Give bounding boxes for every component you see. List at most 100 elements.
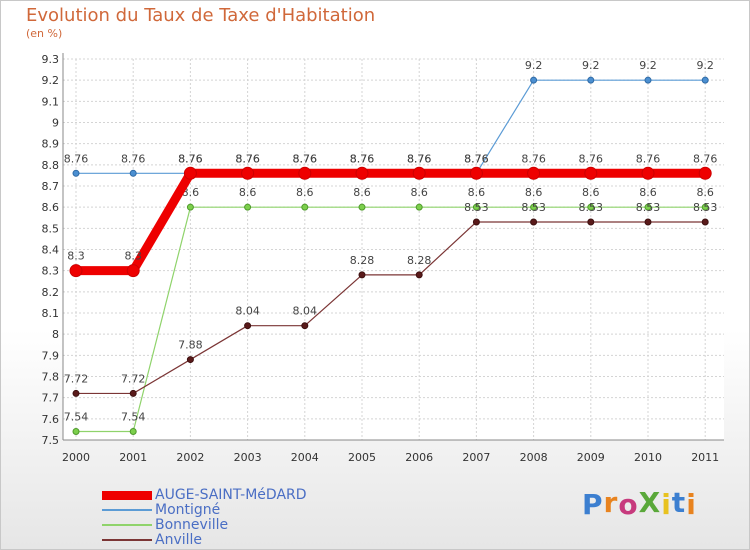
data-point bbox=[72, 389, 80, 397]
data-label: 7.72 bbox=[64, 372, 89, 385]
data-point bbox=[412, 166, 426, 180]
data-label: 7.72 bbox=[121, 372, 146, 385]
x-tick-label: 2010 bbox=[634, 451, 662, 464]
data-point bbox=[301, 203, 309, 211]
data-point bbox=[644, 218, 652, 226]
data-point bbox=[186, 203, 194, 211]
data-label: 8.04 bbox=[235, 305, 260, 318]
legend-swatch bbox=[102, 509, 152, 511]
data-label: 8.28 bbox=[350, 254, 375, 267]
legend-label: Montigné bbox=[155, 502, 221, 518]
series-line bbox=[76, 168, 706, 276]
data-point bbox=[298, 166, 312, 180]
data-label: 7.88 bbox=[178, 339, 203, 352]
data-label: 8.6 bbox=[468, 186, 486, 199]
data-point bbox=[129, 389, 137, 397]
y-tick-label: 9 bbox=[52, 117, 59, 130]
data-label: 8.53 bbox=[521, 201, 546, 214]
series-line bbox=[76, 221, 706, 395]
y-tick-label: 8.3 bbox=[42, 265, 60, 278]
data-label: 9.2 bbox=[639, 59, 657, 72]
data-label: 8.76 bbox=[178, 152, 203, 165]
data-label: 8.76 bbox=[636, 152, 661, 165]
data-label: 8.76 bbox=[121, 152, 146, 165]
y-tick-label: 8.6 bbox=[42, 201, 60, 214]
data-point bbox=[644, 203, 652, 211]
data-point bbox=[527, 166, 541, 180]
plot-area bbox=[63, 59, 724, 440]
x-tick-label: 2007 bbox=[462, 451, 490, 464]
y-tick-label: 7.5 bbox=[42, 434, 60, 447]
data-label: 8.53 bbox=[693, 201, 718, 214]
data-point bbox=[244, 322, 252, 330]
data-label: 8.76 bbox=[235, 152, 260, 165]
data-label: 8.76 bbox=[64, 152, 89, 165]
y-tick-label: 8.5 bbox=[42, 222, 60, 235]
legend-swatch bbox=[102, 490, 152, 500]
data-label: 8.76 bbox=[350, 152, 375, 165]
x-tick-label: 2009 bbox=[577, 451, 605, 464]
data-label: 8.53 bbox=[464, 201, 489, 214]
data-label: 7.54 bbox=[64, 411, 89, 424]
data-point bbox=[129, 169, 137, 177]
data-point bbox=[186, 356, 194, 364]
data-label: 8.76 bbox=[350, 152, 375, 165]
series-auge-saint-m-dard: 8.3 8.3 8.76 8.76 8.76 8.76 8.76 8.76 8.76 8.76 8.… bbox=[67, 152, 718, 278]
data-label: 8.04 bbox=[293, 305, 318, 318]
y-tick-label: 8.7 bbox=[42, 180, 60, 193]
y-tick-label: 9.1 bbox=[42, 95, 60, 108]
x-tick-label: 2006 bbox=[405, 451, 433, 464]
data-point bbox=[587, 76, 595, 84]
y-tick-label: 7.7 bbox=[42, 392, 60, 405]
legend-item: Montigné bbox=[102, 502, 220, 518]
data-point bbox=[587, 203, 595, 211]
chart-subtitle: (en %) bbox=[26, 27, 63, 40]
data-point bbox=[126, 264, 140, 278]
legend-swatch bbox=[102, 524, 152, 526]
data-point bbox=[72, 428, 80, 436]
data-label: 8.76 bbox=[693, 152, 718, 165]
data-point bbox=[358, 271, 366, 279]
data-point bbox=[244, 203, 252, 211]
y-tick-label: 7.8 bbox=[42, 371, 60, 384]
data-label: 8.53 bbox=[636, 201, 661, 214]
data-point bbox=[355, 166, 369, 180]
data-label: 8.76 bbox=[235, 152, 260, 165]
data-label: 8.76 bbox=[407, 152, 432, 165]
y-tick-label: 8 bbox=[52, 328, 59, 341]
data-point bbox=[241, 166, 255, 180]
data-point bbox=[472, 218, 480, 226]
data-label: 8.76 bbox=[178, 152, 203, 165]
data-label: 7.54 bbox=[121, 411, 146, 424]
data-label: 8.76 bbox=[464, 152, 489, 165]
data-point bbox=[530, 76, 538, 84]
data-point bbox=[644, 76, 652, 84]
data-point bbox=[129, 428, 137, 436]
y-tick-label: 9.3 bbox=[42, 53, 60, 66]
data-label: 8.76 bbox=[464, 152, 489, 165]
y-tick-label: 7.6 bbox=[42, 413, 60, 426]
data-label: 8.53 bbox=[579, 201, 604, 214]
data-point bbox=[641, 166, 655, 180]
data-label: 8.6 bbox=[296, 186, 314, 199]
y-tick-label: 9.2 bbox=[42, 74, 60, 87]
series-line bbox=[76, 206, 706, 433]
legend-item: AUGE-SAINT-MéDARD bbox=[102, 487, 307, 503]
data-point bbox=[587, 218, 595, 226]
data-label: 8.3 bbox=[124, 250, 142, 263]
legend-label: Bonneville bbox=[155, 517, 229, 533]
data-label: 8.76 bbox=[407, 152, 432, 165]
x-tick-label: 2001 bbox=[119, 451, 147, 464]
data-point bbox=[584, 166, 598, 180]
data-point bbox=[183, 166, 197, 180]
data-label: 8.76 bbox=[521, 152, 546, 165]
series-anville: 7.72 7.72 7.88 8.04 8.04 8.28 8.28 8.53 8.53 8.53… bbox=[64, 201, 718, 397]
legend-label: Anville bbox=[155, 532, 203, 548]
legend-swatch bbox=[102, 539, 152, 541]
data-point bbox=[415, 203, 423, 211]
x-tick-label: 2000 bbox=[62, 451, 90, 464]
data-label: 8.3 bbox=[67, 250, 85, 263]
data-point bbox=[472, 203, 480, 211]
data-label: 9.2 bbox=[582, 59, 600, 72]
